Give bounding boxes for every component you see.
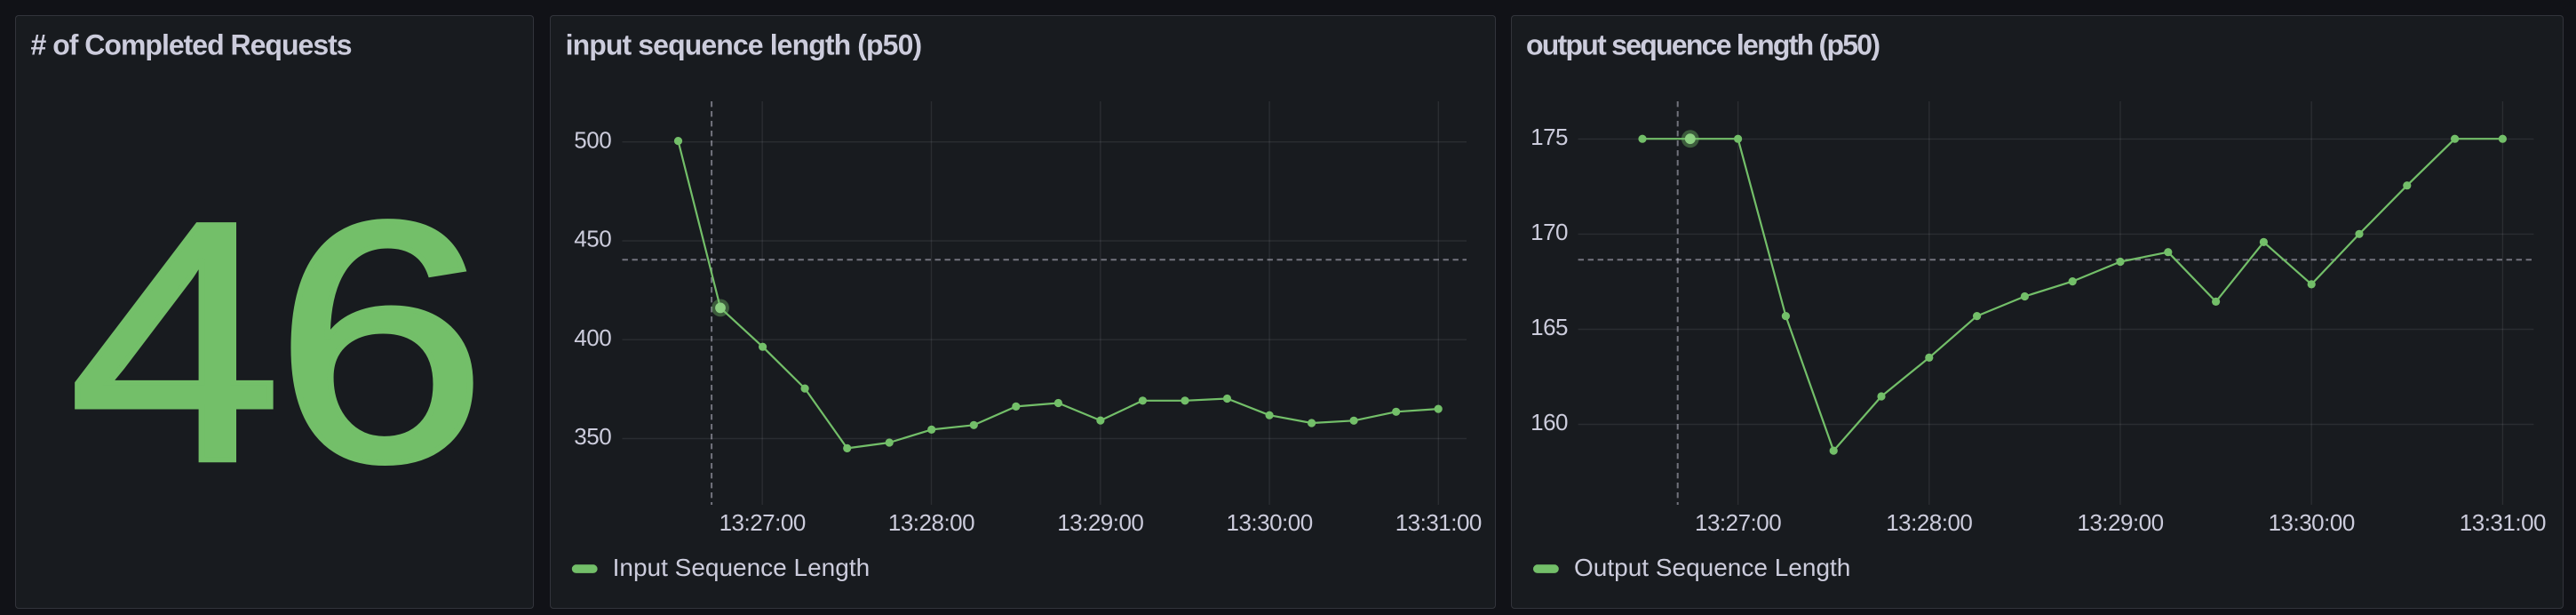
- svg-text:13:27:00: 13:27:00: [1695, 509, 1781, 536]
- svg-text:170: 170: [1530, 219, 1568, 245]
- svg-text:350: 350: [574, 423, 611, 450]
- svg-text:13:31:00: 13:31:00: [1395, 509, 1482, 536]
- svg-text:13:28:00: 13:28:00: [1886, 509, 1972, 536]
- svg-text:# of Completed Requests: # of Completed Requests: [31, 28, 352, 60]
- svg-text:450: 450: [574, 226, 611, 252]
- svg-text:13:30:00: 13:30:00: [1226, 509, 1312, 536]
- svg-text:13:27:00: 13:27:00: [720, 509, 806, 536]
- svg-text:160: 160: [1530, 409, 1568, 435]
- svg-text:Output Sequence Length: Output Sequence Length: [1574, 554, 1850, 581]
- svg-text:13:28:00: 13:28:00: [888, 509, 974, 536]
- svg-text:165: 165: [1530, 314, 1568, 340]
- svg-text:input sequence length (p50): input sequence length (p50): [566, 28, 922, 60]
- svg-text:13:30:00: 13:30:00: [2269, 509, 2355, 536]
- svg-text:Input Sequence Length: Input Sequence Length: [613, 554, 871, 581]
- svg-text:500: 500: [574, 126, 611, 153]
- svg-text:13:31:00: 13:31:00: [2460, 509, 2546, 536]
- svg-text:175: 175: [1530, 124, 1568, 150]
- svg-text:13:29:00: 13:29:00: [2077, 509, 2163, 536]
- svg-text:13:29:00: 13:29:00: [1057, 509, 1143, 536]
- svg-text:400: 400: [574, 324, 611, 351]
- svg-text:46: 46: [69, 152, 481, 533]
- svg-text:output sequence length (p50): output sequence length (p50): [1526, 28, 1880, 60]
